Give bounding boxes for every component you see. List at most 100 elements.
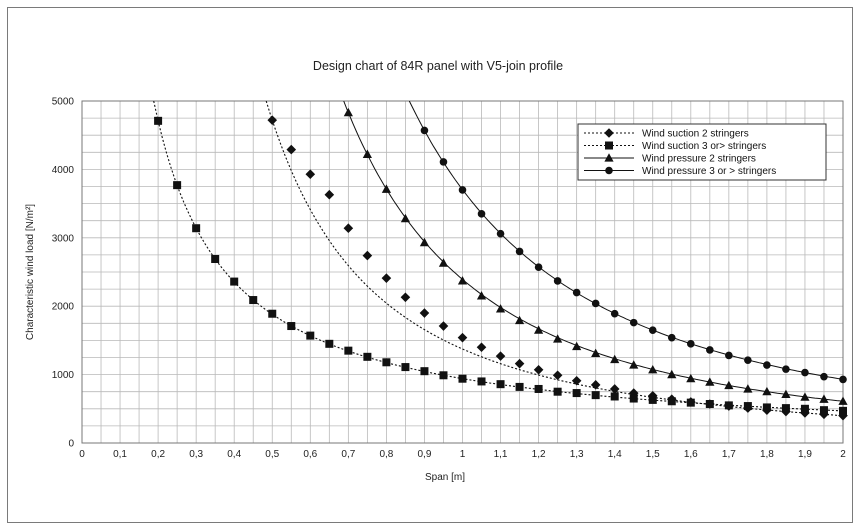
data-point xyxy=(363,352,372,361)
data-point xyxy=(325,339,334,348)
data-point xyxy=(591,299,600,308)
data-point xyxy=(420,126,429,135)
data-point xyxy=(457,332,468,343)
data-point xyxy=(838,396,848,405)
data-point xyxy=(419,237,430,247)
data-point xyxy=(553,277,562,285)
data-point xyxy=(268,309,277,318)
data-point xyxy=(706,346,714,354)
x-tick-label: 0 xyxy=(79,449,85,460)
data-point xyxy=(819,394,829,403)
data-point xyxy=(571,375,582,386)
data-point xyxy=(553,334,563,343)
data-point xyxy=(609,384,620,394)
data-point xyxy=(230,277,239,286)
y-axis-label: Characteristic wind load [N/m²] xyxy=(25,204,36,340)
chart-frame xyxy=(7,7,853,523)
x-tick-label: 0,8 xyxy=(379,449,393,460)
data-point xyxy=(687,340,695,348)
x-tick-label: 0,5 xyxy=(265,449,279,460)
y-tick-label: 4000 xyxy=(52,165,75,176)
data-point xyxy=(648,326,657,334)
legend-entry: Wind suction 2 stringers xyxy=(642,129,749,140)
legend-entry: Wind pressure 2 stringers xyxy=(642,154,756,165)
legend-entry: Wind pressure 3 or > stringers xyxy=(642,166,776,177)
data-point xyxy=(781,389,791,399)
data-point xyxy=(629,360,639,369)
x-tick-label: 0,2 xyxy=(151,449,165,460)
data-point xyxy=(419,308,430,318)
data-point xyxy=(211,255,220,264)
data-point xyxy=(496,229,505,238)
legend-entry: Wind suction 3 or> stringers xyxy=(642,141,766,152)
x-tick-label: 0,1 xyxy=(113,449,127,460)
data-point xyxy=(344,346,353,355)
data-point xyxy=(610,309,619,318)
data-point xyxy=(590,380,601,390)
x-tick-label: 1 xyxy=(460,449,466,460)
x-tick-label: 0,3 xyxy=(189,449,203,460)
data-point xyxy=(800,392,810,401)
data-point xyxy=(647,391,658,401)
data-point xyxy=(686,398,695,407)
data-point xyxy=(725,351,733,360)
data-point xyxy=(572,341,582,351)
data-point xyxy=(495,351,506,361)
data-point xyxy=(839,406,847,415)
data-point xyxy=(629,318,638,327)
x-tick-label: 0,9 xyxy=(417,449,431,460)
data-point xyxy=(362,149,372,158)
data-point xyxy=(648,365,658,374)
data-point xyxy=(515,247,524,256)
y-tick-label: 5000 xyxy=(52,97,75,108)
plot-area-border xyxy=(81,100,844,444)
data-point xyxy=(705,400,714,409)
data-point xyxy=(610,354,620,364)
y-tick-label: 2000 xyxy=(52,302,75,313)
data-point xyxy=(192,224,201,233)
x-tick-label: 1,6 xyxy=(684,449,698,460)
data-point xyxy=(401,363,410,372)
data-point xyxy=(838,410,848,421)
y-tick-label: 0 xyxy=(68,439,74,450)
data-point xyxy=(800,404,809,413)
legend-marker xyxy=(605,166,613,175)
x-tick-label: 1,8 xyxy=(760,449,774,460)
data-point xyxy=(343,223,354,234)
data-point xyxy=(438,321,449,331)
data-point xyxy=(496,380,505,389)
data-point xyxy=(724,380,734,390)
data-point xyxy=(591,348,601,357)
x-tick-label: 1,2 xyxy=(532,449,546,460)
data-point xyxy=(343,107,353,117)
x-axis-label: Span [m] xyxy=(425,472,465,483)
data-point xyxy=(534,325,544,334)
data-point xyxy=(744,356,752,365)
data-point xyxy=(514,358,525,369)
legend-marker xyxy=(604,128,614,138)
data-point xyxy=(400,292,411,303)
data-point xyxy=(476,291,487,300)
data-point xyxy=(705,377,715,386)
x-tick-label: 2 xyxy=(840,449,846,460)
data-point xyxy=(381,184,391,193)
data-point xyxy=(458,374,467,383)
x-tick-label: 1,9 xyxy=(798,449,812,460)
x-tick-label: 1,5 xyxy=(646,449,660,460)
data-point xyxy=(724,401,733,410)
data-point xyxy=(154,116,163,125)
data-point xyxy=(782,365,790,373)
data-point xyxy=(249,296,258,305)
data-point xyxy=(514,315,525,325)
data-point xyxy=(287,322,296,331)
data-point xyxy=(534,384,543,393)
data-point xyxy=(743,402,752,411)
x-tick-label: 0,6 xyxy=(303,449,317,460)
data-point xyxy=(362,250,373,261)
data-point xyxy=(267,115,278,125)
data-point xyxy=(457,276,468,285)
data-point xyxy=(305,169,316,179)
data-point xyxy=(286,144,297,155)
